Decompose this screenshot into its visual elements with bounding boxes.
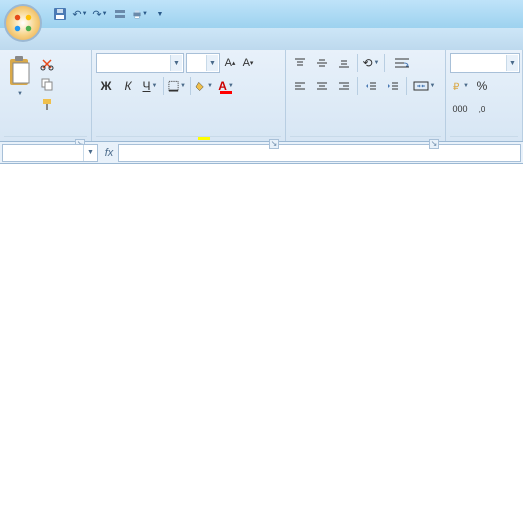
- align-middle-icon[interactable]: [312, 53, 332, 73]
- orientation-button[interactable]: ⟲▼: [361, 53, 381, 73]
- bold-button[interactable]: Ж: [96, 76, 116, 96]
- format-painter-icon[interactable]: [38, 95, 56, 113]
- paste-button[interactable]: ▼: [4, 53, 36, 136]
- currency-button[interactable]: ₽▼: [450, 76, 470, 96]
- copy-icon[interactable]: [38, 75, 56, 93]
- percent-button[interactable]: %: [472, 76, 492, 96]
- italic-button[interactable]: К: [118, 76, 138, 96]
- align-top-icon[interactable]: [290, 53, 310, 73]
- group-alignment: ⟲▼ ▼ ↘: [286, 50, 446, 141]
- group-label-clipboard: ↘: [4, 136, 87, 141]
- align-right-icon[interactable]: [334, 76, 354, 96]
- ribbon: ▼ ↘ ▼ ▼ A▴ A▾ Ж К Ч▼ ▼: [0, 50, 523, 142]
- font-color-button[interactable]: A▼: [216, 76, 236, 96]
- group-label-font: ↘: [96, 136, 281, 141]
- grow-font-icon[interactable]: A▴: [222, 54, 238, 72]
- align-left-icon[interactable]: [290, 76, 310, 96]
- name-box[interactable]: ▼: [2, 144, 98, 162]
- ribbon-tabs: [0, 28, 523, 50]
- save-icon[interactable]: [52, 6, 68, 22]
- underline-button[interactable]: Ч▼: [140, 76, 160, 96]
- wrap-text-button[interactable]: [388, 53, 416, 73]
- formula-bar[interactable]: [118, 144, 521, 162]
- print-icon[interactable]: ▼: [132, 6, 148, 22]
- undo-icon[interactable]: ↶▼: [72, 6, 88, 22]
- font-size-combo[interactable]: ▼: [186, 53, 220, 73]
- launcher-icon[interactable]: ↘: [269, 139, 279, 149]
- formula-bar-row: ▼ fx: [0, 142, 523, 164]
- increase-decimal-icon[interactable]: ,0: [472, 99, 492, 119]
- group-number: ▼ ₽▼ % 000 ,0: [446, 50, 523, 141]
- comma-button[interactable]: 000: [450, 99, 470, 119]
- quick-access-toolbar: ↶▼ ↷▼ ▼ ▼: [52, 6, 168, 22]
- align-bottom-icon[interactable]: [334, 53, 354, 73]
- fx-button[interactable]: fx: [100, 144, 118, 162]
- fill-color-button[interactable]: ▼: [194, 76, 214, 96]
- launcher-icon[interactable]: ↘: [429, 139, 439, 149]
- merge-button[interactable]: ▼: [410, 76, 438, 96]
- tool-icon[interactable]: [112, 6, 128, 22]
- border-button[interactable]: ▼: [167, 76, 187, 96]
- svg-text:₽: ₽: [453, 82, 460, 92]
- decrease-indent-icon[interactable]: [361, 76, 381, 96]
- qat-more-icon[interactable]: ▼: [152, 6, 168, 22]
- align-center-icon[interactable]: [312, 76, 332, 96]
- increase-indent-icon[interactable]: [383, 76, 403, 96]
- group-label-number: [450, 136, 518, 141]
- font-name-combo[interactable]: ▼: [96, 53, 184, 73]
- office-button[interactable]: [4, 4, 42, 42]
- redo-icon[interactable]: ↷▼: [92, 6, 108, 22]
- number-format-combo[interactable]: ▼: [450, 53, 520, 73]
- shrink-font-icon[interactable]: A▾: [240, 54, 256, 72]
- title-bar: ↶▼ ↷▼ ▼ ▼: [0, 0, 523, 28]
- group-clipboard: ▼ ↘: [0, 50, 92, 141]
- group-font: ▼ ▼ A▴ A▾ Ж К Ч▼ ▼ ▼ A▼ ↘: [92, 50, 286, 141]
- cut-icon[interactable]: [38, 55, 56, 73]
- group-label-align: ↘: [290, 136, 441, 141]
